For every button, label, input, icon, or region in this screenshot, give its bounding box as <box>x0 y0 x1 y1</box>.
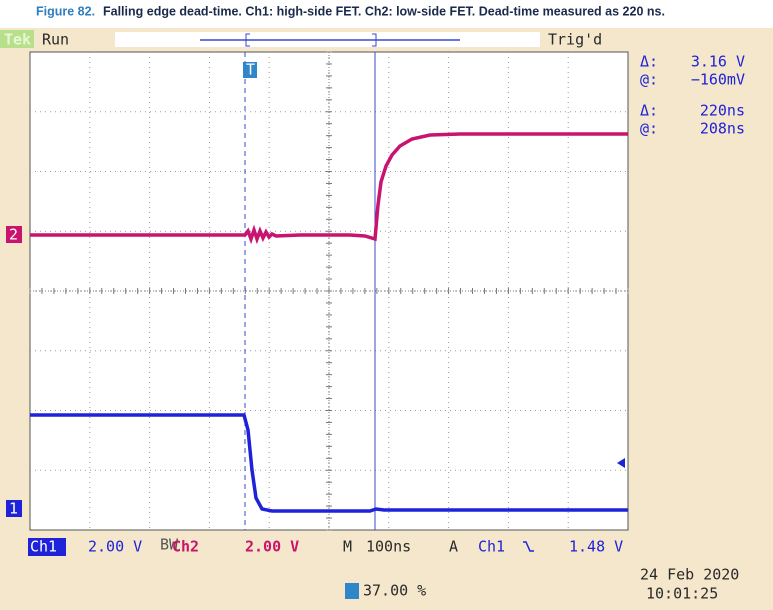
trigger-position-icon <box>345 583 359 599</box>
run-state: Run <box>42 31 69 49</box>
falling-edge-icon <box>523 541 534 552</box>
trigger-level: 1.48 V <box>569 538 623 556</box>
trigger-level-arrow <box>617 458 625 468</box>
date: 24 Feb 2020 <box>640 566 739 584</box>
timebase-label: M <box>343 538 352 556</box>
caption-label: Figure 82. <box>36 4 95 18</box>
readout-label: Δ: <box>640 53 658 71</box>
readout-label: @: <box>640 120 658 138</box>
ch2-trace <box>30 132 628 245</box>
trigger-position: 37.00 % <box>363 582 426 600</box>
ch1-label: Ch1 <box>30 538 57 556</box>
trigger-mode: A <box>449 538 458 556</box>
trigger-marker <box>243 62 257 78</box>
readout-value: 208ns <box>700 120 745 138</box>
ch2-scale: 2.00 V <box>245 538 299 556</box>
trigger-state: Trig'd <box>548 31 602 49</box>
ch2-label: Ch2 <box>172 538 199 556</box>
timebase-scale: 100ns <box>366 538 411 556</box>
readout-value: −160mV <box>691 71 745 89</box>
cursor-readout: Δ: 3.16 V @: −160mV Δ: 220ns @: 208ns <box>640 53 745 138</box>
readout-label: @: <box>640 71 658 89</box>
ch1-marker-label: 1 <box>9 500 18 518</box>
ch2-marker <box>6 226 22 243</box>
time: 10:01:25 <box>646 585 718 603</box>
readout-label: Δ: <box>640 102 658 120</box>
readout-value: 220ns <box>700 102 745 120</box>
record-brackets <box>245 33 377 47</box>
trigger-marker-label: T <box>246 61 255 79</box>
caption-text: Falling edge dead-time. Ch1: high-side F… <box>103 4 665 18</box>
brand-badge <box>0 30 34 48</box>
grid <box>29 51 629 531</box>
ch1-marker <box>6 500 22 517</box>
ch2-marker-label: 2 <box>9 226 18 244</box>
readout-value: 3.16 V <box>691 53 745 71</box>
ch1-badge <box>28 538 66 556</box>
brand: Tek <box>4 31 31 49</box>
ch1-scale: 2.00 V <box>88 538 142 556</box>
trigger-source: Ch1 <box>478 538 505 556</box>
bw-label: BW <box>160 536 179 554</box>
ch1-trace <box>30 413 628 513</box>
